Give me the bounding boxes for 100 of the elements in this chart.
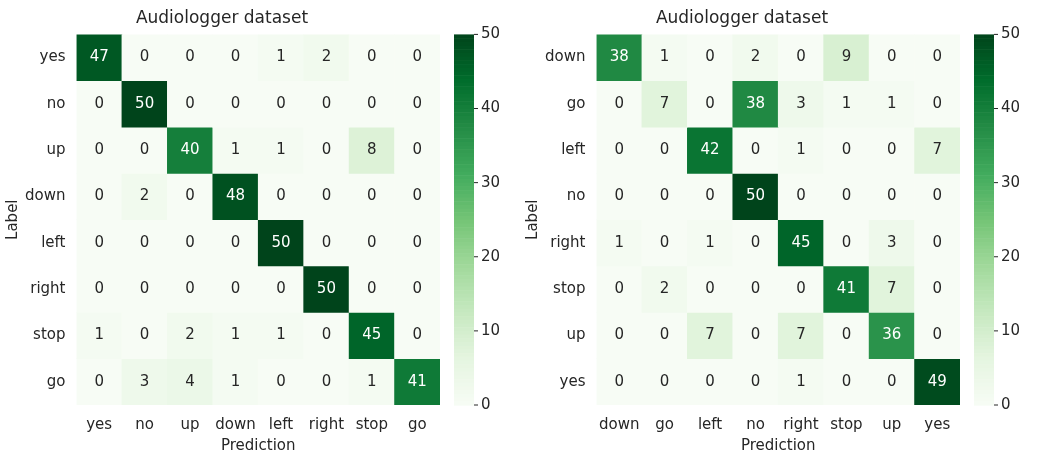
data-label: 0 xyxy=(841,325,852,344)
color-bar-label: 30 xyxy=(481,172,501,191)
x-tick-label: left xyxy=(268,414,294,433)
chart-title: Audiologger dataset xyxy=(655,6,829,27)
x-tick-label: no xyxy=(746,414,765,433)
data-label: 1 xyxy=(367,371,377,390)
data-label: 0 xyxy=(276,93,286,112)
x-tick-label: left xyxy=(697,414,723,433)
data-label: 0 xyxy=(367,232,377,251)
data-label: 7 xyxy=(887,279,897,298)
data-label: 0 xyxy=(932,186,943,205)
data-label: 50 xyxy=(745,186,766,205)
data-label: 0 xyxy=(750,140,761,159)
data-label: 50 xyxy=(316,279,336,298)
data-label: 1 xyxy=(276,47,286,66)
data-label: 0 xyxy=(841,232,852,251)
data-label: 0 xyxy=(932,47,943,66)
data-label: 0 xyxy=(94,186,104,205)
data-label: 0 xyxy=(659,232,670,251)
data-label: 0 xyxy=(614,371,624,390)
y-tick-label: left xyxy=(561,140,586,159)
data-label: 0 xyxy=(185,47,195,66)
data-label: 0 xyxy=(705,371,715,390)
data-label: 2 xyxy=(659,279,670,298)
x-tick-label: right xyxy=(783,414,819,433)
data-label: 0 xyxy=(887,140,897,159)
x-tick-label: yes xyxy=(86,414,113,433)
data-label: 41 xyxy=(407,371,427,390)
data-label: 0 xyxy=(796,47,806,66)
data-label: 1 xyxy=(614,232,624,251)
y-axis-title: Label xyxy=(2,199,21,240)
data-label: 0 xyxy=(614,325,624,344)
data-label: 45 xyxy=(791,232,811,251)
color-bar-label: 20 xyxy=(1001,246,1021,265)
data-label: 7 xyxy=(932,140,943,159)
y-tick-label: left xyxy=(41,232,66,251)
x-tick-label: right xyxy=(308,414,345,433)
data-label: 0 xyxy=(412,186,423,205)
data-label: 0 xyxy=(276,279,286,298)
x-tick-label: up xyxy=(180,414,200,433)
data-label: 0 xyxy=(932,279,943,298)
data-label: 0 xyxy=(614,186,624,205)
data-label: 0 xyxy=(412,93,423,112)
y-tick-label: no xyxy=(46,93,66,112)
color-bar-label: 10 xyxy=(1001,320,1021,339)
color-bar-label: 40 xyxy=(481,98,501,117)
color-bar-label: 50 xyxy=(481,24,501,43)
data-label: 0 xyxy=(932,325,943,344)
data-label: 0 xyxy=(276,186,286,205)
data-label: 0 xyxy=(412,279,423,298)
data-label: 0 xyxy=(932,93,943,112)
data-label: 47 xyxy=(89,47,109,66)
x-tick-label: yes xyxy=(924,414,951,433)
data-label: 0 xyxy=(230,47,241,66)
data-label: 0 xyxy=(750,325,761,344)
x-tick-label: go xyxy=(655,414,674,433)
chart-title: Audiologger dataset xyxy=(135,6,309,27)
data-label: 0 xyxy=(614,93,624,112)
y-tick-label: yes xyxy=(559,371,586,390)
y-tick-label: down xyxy=(544,47,586,66)
data-label: 0 xyxy=(185,279,195,298)
data-label: 0 xyxy=(659,186,670,205)
data-label: 0 xyxy=(841,371,852,390)
data-label: 0 xyxy=(139,325,150,344)
color-bar-label: 50 xyxy=(1001,24,1021,43)
data-label: 0 xyxy=(750,232,761,251)
x-axis-title: Prediction xyxy=(220,435,296,454)
y-tick-label: up xyxy=(46,140,66,159)
data-label: 0 xyxy=(321,93,332,112)
data-label: 38 xyxy=(609,47,629,66)
data-label: 0 xyxy=(94,232,104,251)
data-label: 0 xyxy=(412,325,423,344)
data-label: 40 xyxy=(180,140,200,159)
x-tick-label: go xyxy=(407,414,427,433)
color-bar-label: 0 xyxy=(481,394,491,413)
data-label: 2 xyxy=(321,47,332,66)
data-label: 0 xyxy=(412,140,423,159)
data-label: 45 xyxy=(362,325,382,344)
data-label: 0 xyxy=(94,93,104,112)
y-tick-label: right xyxy=(550,232,586,251)
x-tick-label: down xyxy=(598,414,640,433)
data-label: 0 xyxy=(412,232,423,251)
data-label: 0 xyxy=(887,47,897,66)
data-label: 7 xyxy=(705,325,715,344)
data-label: 36 xyxy=(882,325,902,344)
data-label: 50 xyxy=(271,232,291,251)
data-label: 0 xyxy=(932,232,943,251)
data-label: 42 xyxy=(700,140,720,159)
data-label: 0 xyxy=(614,279,624,298)
y-tick-label: go xyxy=(566,93,586,112)
color-bar-label: 0 xyxy=(1001,394,1011,413)
color-bar-label: 30 xyxy=(1001,172,1021,191)
data-label: 1 xyxy=(705,232,715,251)
data-label: 3 xyxy=(887,232,897,251)
data-label: 50 xyxy=(135,93,155,112)
data-label: 0 xyxy=(230,232,241,251)
data-label: 0 xyxy=(705,47,715,66)
y-tick-label: stop xyxy=(553,279,586,298)
data-label: 1 xyxy=(230,325,241,344)
y-tick-label: down xyxy=(24,186,66,205)
